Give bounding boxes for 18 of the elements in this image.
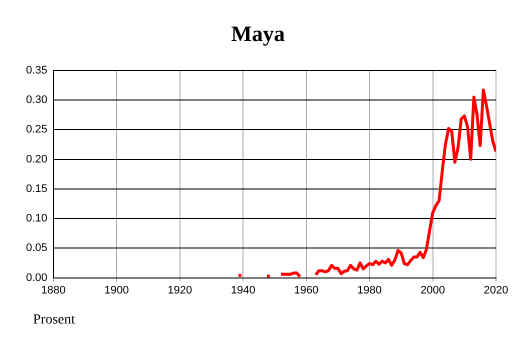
y-tick-label: 0.25 [26,124,48,136]
y-tick-label: 0.05 [26,242,48,254]
x-tick-label: 2000 [420,284,446,296]
x-tick-label: 1960 [294,284,319,296]
y-tick-label: 0.00 [26,272,48,284]
x-tick-label: 1880 [41,284,66,296]
y-tick-label: 0.30 [26,94,48,106]
y-tick-label: 0.20 [26,153,48,166]
y-tick-label: 0.10 [26,212,48,225]
y-tick-label: 0.35 [26,64,48,76]
x-tick-label: 2020 [484,284,508,296]
x-tick-label: 1920 [168,284,192,296]
y-axis-title: Prosent [33,312,76,328]
x-tick-label: 1940 [230,284,256,296]
y-tick-label: 0.15 [26,182,48,195]
chart-title: Maya [231,20,285,46]
x-tick-label: 1900 [104,284,129,296]
x-tick-label: 1980 [357,284,382,296]
